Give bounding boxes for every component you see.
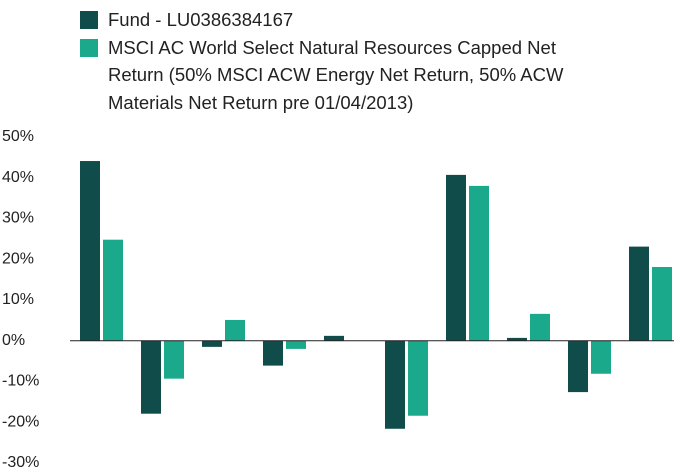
bar	[225, 319, 245, 341]
bar	[652, 266, 672, 341]
bar	[263, 340, 283, 366]
legend-swatch	[80, 38, 98, 57]
bar	[507, 337, 527, 341]
y-tick-label: -20%	[2, 413, 39, 430]
y-tick-label: 30%	[2, 210, 34, 227]
bar	[629, 246, 649, 341]
bar	[446, 174, 466, 341]
y-tick-label: 40%	[2, 169, 34, 186]
y-tick-label: 0%	[2, 332, 25, 349]
y-tick-label: 10%	[2, 291, 34, 308]
bar	[591, 340, 611, 374]
legend-swatch	[80, 11, 98, 29]
bar	[286, 340, 306, 349]
y-tick-label: 50%	[2, 128, 34, 145]
bar	[164, 340, 184, 379]
legend-label: Fund - LU0386384167	[108, 9, 294, 30]
bar	[141, 340, 161, 414]
bar	[568, 340, 588, 393]
legend: Fund - LU0386384167 MSCI AC World Select …	[80, 6, 580, 116]
bar	[530, 313, 550, 341]
bar	[80, 161, 100, 341]
legend-item: Fund - LU0386384167	[80, 6, 580, 34]
bar	[103, 239, 123, 341]
y-tick-label: -30%	[2, 454, 39, 471]
bar	[469, 185, 489, 341]
bar	[324, 335, 344, 341]
legend-item: MSCI AC World Select Natural Resources C…	[80, 34, 580, 117]
bar	[408, 340, 428, 416]
y-tick-label: -10%	[2, 373, 39, 390]
bar	[202, 340, 222, 347]
legend-label: MSCI AC World Select Natural Resources C…	[108, 36, 564, 113]
bar	[385, 340, 405, 429]
y-tick-label: 20%	[2, 250, 34, 267]
